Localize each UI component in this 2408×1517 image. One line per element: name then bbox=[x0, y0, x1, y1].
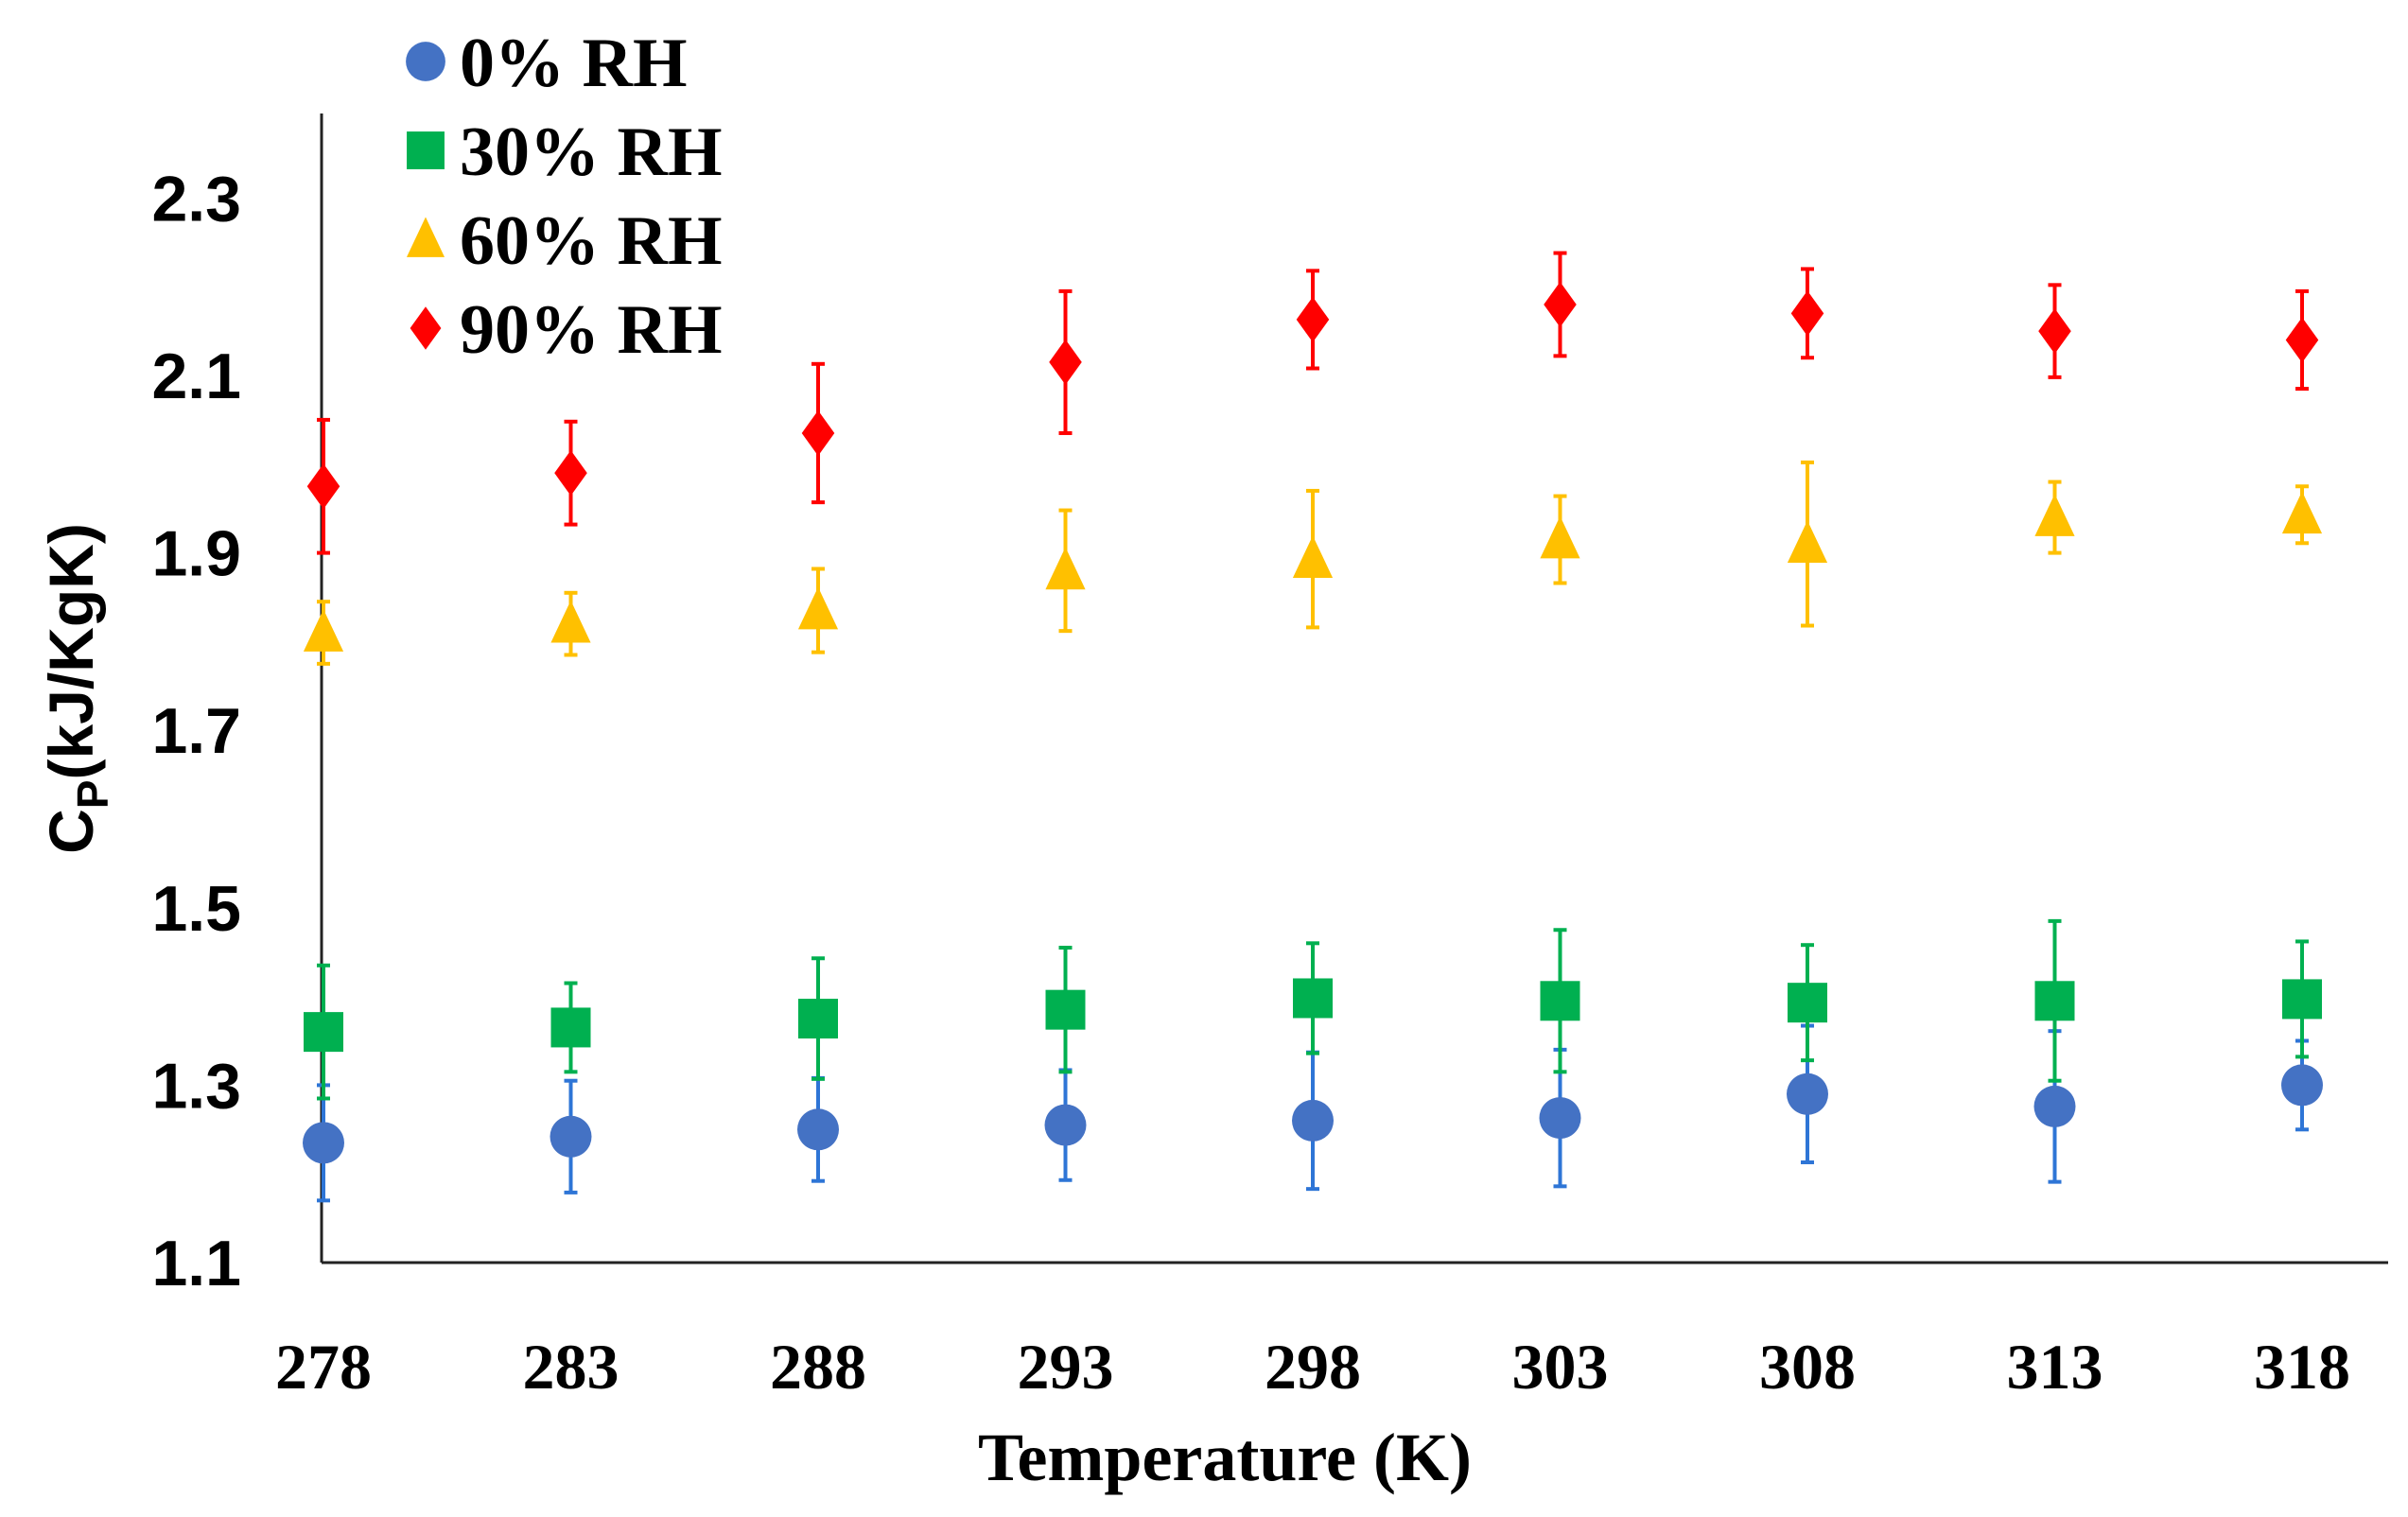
data-point bbox=[1787, 520, 1828, 564]
x-axis-label: Temperature (K) bbox=[978, 1420, 1472, 1495]
x-tick-label: 318 bbox=[2254, 1331, 2350, 1403]
legend-marker bbox=[406, 42, 445, 81]
legend-label: 30% RH bbox=[460, 113, 723, 191]
legend-item: 90% RH bbox=[410, 291, 723, 369]
data-point bbox=[554, 450, 587, 497]
data-point bbox=[2281, 491, 2323, 534]
data-point bbox=[2034, 494, 2075, 536]
data-point bbox=[2285, 317, 2319, 363]
legend-marker bbox=[407, 131, 445, 169]
legend-item: 30% RH bbox=[407, 113, 723, 191]
series-layer bbox=[303, 251, 2323, 1203]
legend-marker bbox=[406, 217, 445, 257]
series-30-rh bbox=[304, 918, 2322, 1101]
data-point bbox=[2033, 1085, 2076, 1127]
data-point bbox=[2038, 308, 2071, 355]
legend-label: 0% RH bbox=[460, 25, 688, 102]
data-point bbox=[303, 1122, 344, 1164]
data-point bbox=[1045, 989, 1086, 1030]
data-point bbox=[1788, 983, 1827, 1023]
series-60-rh bbox=[303, 460, 2323, 666]
data-point bbox=[1790, 290, 1824, 337]
legend-label: 60% RH bbox=[460, 202, 723, 280]
data-point bbox=[2034, 981, 2075, 1021]
legend-item: 60% RH bbox=[406, 202, 723, 280]
y-tick-labels: 1.1 1.3 1.5 1.7 1.9 2.1 2.3 bbox=[151, 163, 241, 1299]
x-tick-label: 288 bbox=[770, 1331, 866, 1403]
data-point bbox=[2282, 979, 2322, 1020]
legend-marker bbox=[410, 306, 442, 350]
data-point bbox=[798, 999, 838, 1039]
data-point bbox=[1539, 1097, 1581, 1140]
y-tick-label: 2.1 bbox=[151, 340, 241, 412]
y-tick-label: 1.7 bbox=[151, 695, 241, 767]
data-point bbox=[550, 1007, 591, 1048]
data-point bbox=[801, 410, 835, 456]
data-point bbox=[2281, 1064, 2323, 1107]
y-tick-label: 1.9 bbox=[151, 518, 241, 590]
data-point bbox=[550, 1115, 592, 1158]
data-point bbox=[1049, 339, 1082, 385]
data-point bbox=[1293, 978, 1333, 1019]
series-90-rh bbox=[306, 251, 2319, 555]
legend-item: 0% RH bbox=[406, 25, 688, 102]
x-tick-label: 313 bbox=[2007, 1331, 2103, 1403]
y-axis-label-subscript: P bbox=[68, 780, 117, 810]
y-axis-label-units: (kJ/KgK) bbox=[36, 523, 106, 779]
x-tick-label: 308 bbox=[1759, 1331, 1856, 1403]
legend: 0% RH 30% RH 60% RH 90% RH bbox=[406, 25, 723, 369]
data-point bbox=[797, 1108, 839, 1151]
data-point bbox=[1296, 296, 1330, 342]
x-tick-label: 303 bbox=[1512, 1331, 1609, 1403]
data-point bbox=[1540, 981, 1580, 1021]
data-point bbox=[303, 609, 344, 652]
data-point bbox=[1544, 281, 1577, 327]
x-tick-label: 283 bbox=[523, 1331, 619, 1403]
y-axis-label-main: C bbox=[36, 809, 106, 854]
data-point bbox=[1045, 547, 1086, 590]
data-point bbox=[1044, 1104, 1087, 1146]
data-point bbox=[1292, 1099, 1334, 1142]
data-point bbox=[550, 600, 591, 643]
y-tick-label: 2.3 bbox=[151, 163, 241, 235]
x-tick-label: 293 bbox=[1018, 1331, 1114, 1403]
y-tick-label: 1.5 bbox=[151, 873, 241, 945]
x-tick-labels: 278 283 288 293 298 303 308 313 318 bbox=[275, 1331, 2350, 1403]
y-tick-label: 1.3 bbox=[151, 1050, 241, 1122]
y-tick-label: 1.1 bbox=[151, 1228, 241, 1299]
axes bbox=[320, 113, 2388, 1264]
data-point bbox=[797, 586, 839, 630]
data-point bbox=[1292, 535, 1334, 579]
data-point bbox=[1787, 1072, 1828, 1115]
data-point bbox=[304, 1012, 343, 1053]
x-tick-label: 278 bbox=[275, 1331, 372, 1403]
legend-label: 90% RH bbox=[460, 291, 723, 369]
y-axis-label: CP(kJ/KgK) bbox=[36, 523, 117, 854]
data-point bbox=[306, 463, 340, 510]
x-tick-label: 298 bbox=[1265, 1331, 1361, 1403]
data-point bbox=[1540, 515, 1580, 559]
